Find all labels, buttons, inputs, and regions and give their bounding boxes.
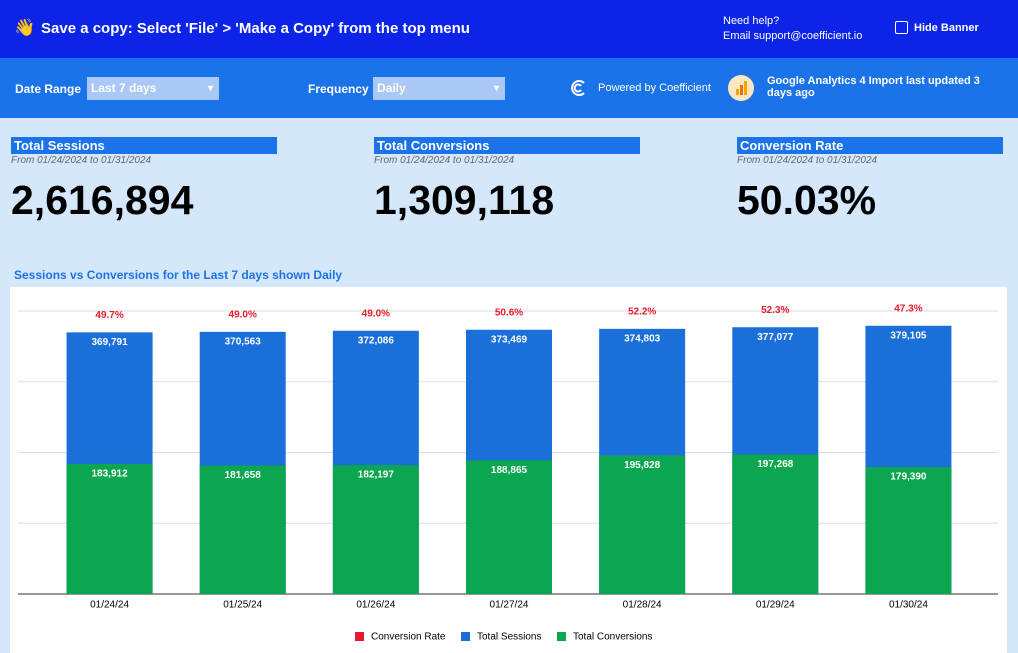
x-tick-label: 01/29/24 — [756, 600, 795, 611]
rate-label: 50.6% — [495, 307, 523, 318]
kpi-range: From 01/24/2024 to 01/31/2024 — [11, 155, 152, 166]
bar — [332, 465, 419, 594]
date-range-label: Date Range — [15, 82, 82, 96]
legend-swatch — [355, 632, 364, 641]
controls-bar: Date Range Last 7 days Frequency Daily P… — [0, 58, 1018, 118]
rate-label: 49.7% — [95, 310, 123, 321]
value-label: 183,912 — [91, 469, 128, 480]
chart-panel: 01/24/24 369,791 183,912 49.7% 01/25/24 370,5… — [10, 287, 1007, 653]
bar — [865, 467, 952, 594]
value-label: 373,469 — [491, 334, 528, 345]
kpi-label: Total Sessions — [11, 137, 277, 154]
bar — [599, 455, 686, 594]
x-tick-label: 01/25/24 — [223, 600, 262, 611]
hide-checkbox[interactable] — [895, 21, 908, 34]
legend-swatch — [557, 632, 566, 641]
value-label: 188,865 — [491, 465, 528, 476]
bar — [66, 463, 153, 594]
kpi-range: From 01/24/2024 to 01/31/2024 — [737, 155, 878, 166]
help-email[interactable]: Email support@coefficient.io — [723, 30, 863, 42]
x-tick-label: 01/28/24 — [623, 600, 662, 611]
powered-by: Powered by Coefficient — [598, 82, 711, 94]
kpi-label: Total Conversions — [374, 137, 640, 154]
x-tick-label: 01/26/24 — [356, 600, 395, 611]
rate-label: 49.0% — [229, 309, 257, 320]
x-tick-label: 01/30/24 — [889, 600, 928, 611]
banner-message: Save a copy: Select 'File' > 'Make a Cop… — [41, 20, 470, 37]
date-range-select[interactable]: Last 7 days — [87, 77, 219, 100]
chart-title: Sessions vs Conversions for the Last 7 d… — [14, 268, 343, 282]
legend-label: Total Conversions — [573, 632, 652, 643]
legend-swatch — [461, 632, 470, 641]
value-label: 372,086 — [358, 335, 395, 346]
value-label: 370,563 — [225, 336, 262, 347]
banner-icon: 👋 — [14, 18, 36, 37]
value-label: 374,803 — [624, 333, 661, 344]
kpi-value: 2,616,894 — [11, 177, 194, 223]
help-title: Need help? — [723, 15, 780, 27]
value-label: 377,077 — [757, 332, 794, 343]
kpi-value: 50.03% — [737, 177, 877, 223]
chart: 01/24/24 369,791 183,912 49.7% 01/25/24 370,5… — [18, 303, 998, 643]
rate-label: 52.2% — [628, 306, 656, 317]
legend-label: Conversion Rate — [371, 632, 446, 643]
bar — [732, 454, 819, 594]
value-label: 197,268 — [757, 459, 794, 470]
frequency-select[interactable]: Daily — [373, 77, 505, 100]
rate-label: 52.3% — [761, 305, 789, 316]
kpi-range: From 01/24/2024 to 01/31/2024 — [374, 155, 515, 166]
value-label: 179,390 — [890, 472, 927, 483]
value-label: 369,791 — [91, 337, 128, 348]
value-label: 379,105 — [890, 330, 927, 341]
kpi-label: Conversion Rate — [737, 137, 1003, 154]
bar — [466, 460, 552, 594]
value-label: 195,828 — [624, 460, 661, 471]
import-status: Google Analytics 4 Import last updated 3… — [767, 75, 980, 99]
value-label: 181,658 — [225, 470, 262, 481]
x-tick-label: 01/24/24 — [90, 600, 129, 611]
banner: 👋 Save a copy: Select 'File' > 'Make a C… — [0, 0, 1018, 58]
frequency-label: Frequency — [308, 82, 369, 96]
bar — [199, 465, 286, 594]
value-label: 182,197 — [358, 470, 395, 481]
coefficient-logo — [571, 80, 585, 96]
rate-label: 49.0% — [362, 308, 390, 319]
kpi-value: 1,309,118 — [374, 177, 555, 223]
hide-label: Hide Banner — [914, 22, 979, 34]
ga-icon — [728, 75, 754, 101]
rate-label: 47.3% — [894, 303, 922, 314]
x-tick-label: 01/27/24 — [490, 600, 529, 611]
legend-label: Total Sessions — [477, 632, 541, 643]
